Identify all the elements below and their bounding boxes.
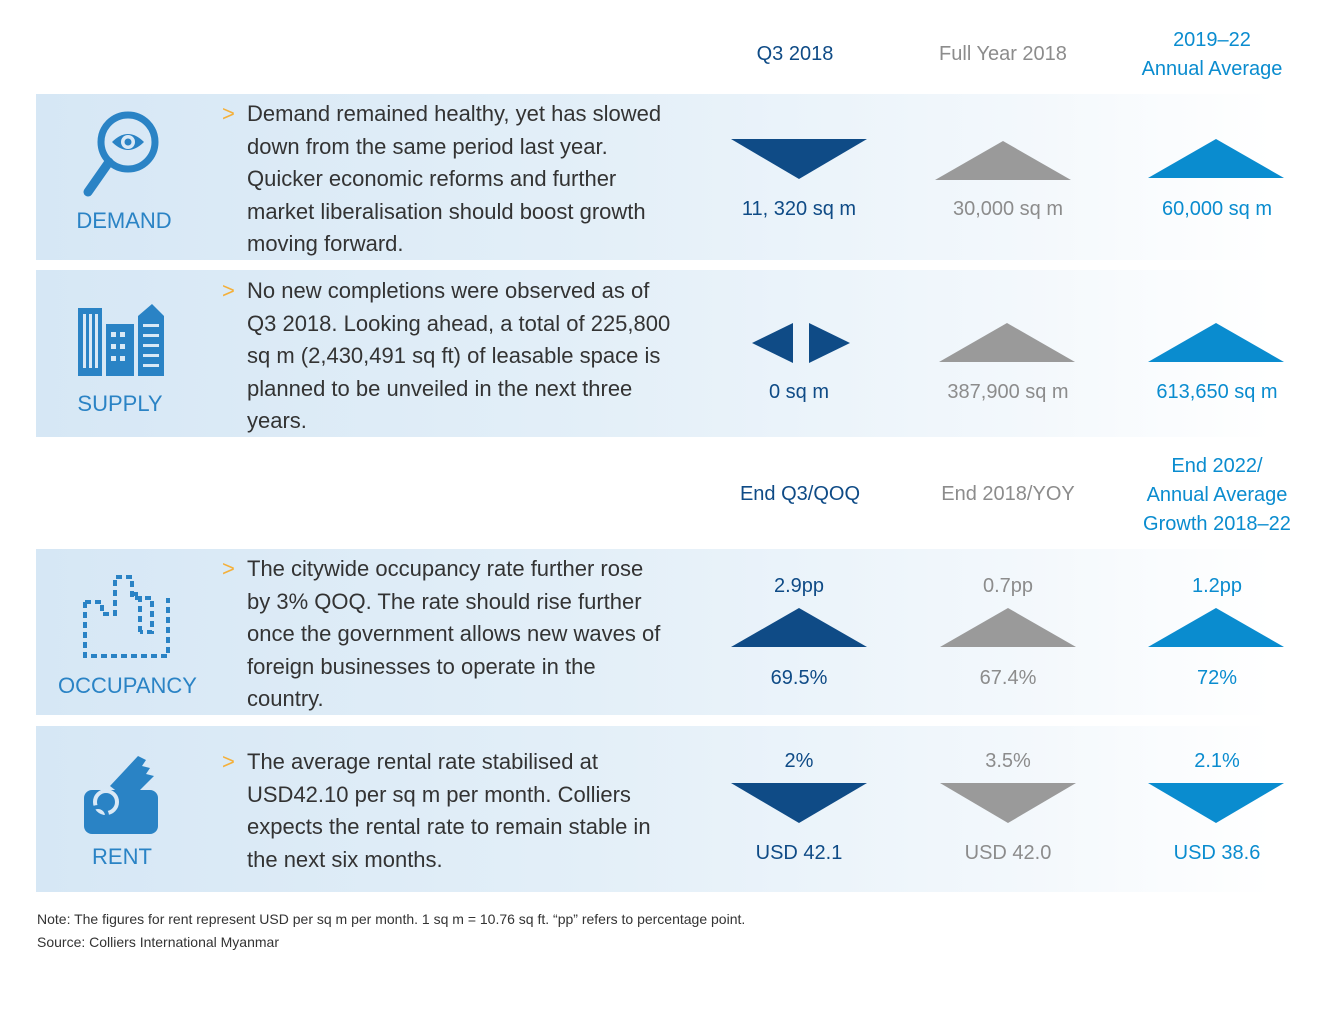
occupancy-avg-up-arrow — [1148, 608, 1284, 647]
demand-avg-up-arrow — [1148, 139, 1284, 178]
occupancy-outline-icon — [82, 572, 172, 665]
supply-q3-neutral-arrow — [752, 323, 850, 363]
rent-avg-value: USD 38.6 — [1173, 842, 1261, 864]
demand-description: > Demand remained healthy, yet has slowe… — [222, 98, 672, 261]
bullet-marker: > — [222, 749, 235, 774]
occupancy-fy-change: 0.7pp — [982, 575, 1034, 597]
bullet-marker: > — [222, 556, 235, 581]
key-icon — [80, 750, 162, 843]
supply-avg-up-arrow — [1148, 323, 1284, 362]
demand-row — [36, 94, 1272, 260]
demand-q3-down-arrow — [731, 139, 867, 179]
demand-fy-value: 30,000 sq m — [952, 198, 1064, 220]
supply-row — [36, 270, 1272, 437]
rent-q3-value: USD 42.1 — [755, 842, 843, 864]
footnote: Note: The figures for rent represent USD… — [37, 911, 746, 927]
magnifier-eye-icon — [80, 104, 164, 205]
header-end-2022-annual-growth: End 2022/ Annual Average Growth 2018–22 — [1143, 455, 1291, 535]
occupancy-q3-change: 2.9pp — [773, 575, 825, 597]
source-note: Source: Colliers International Myanmar — [37, 934, 279, 950]
rent-q3-change: 2% — [784, 750, 814, 772]
demand-avg-value: 60,000 sq m — [1161, 198, 1273, 220]
occupancy-avg-value: 72% — [1196, 667, 1238, 689]
rent-fy-value: USD 42.0 — [964, 842, 1052, 864]
bullet-marker: > — [222, 278, 235, 303]
occupancy-q3-up-arrow — [731, 608, 867, 647]
header-q3-2018: Q3 2018 — [756, 43, 834, 65]
supply-fy-up-arrow — [939, 323, 1075, 362]
rent-avg-change: 2.1% — [1194, 750, 1240, 772]
rent-q3-down-arrow — [731, 783, 867, 823]
occupancy-label: OCCUPANCY — [58, 673, 197, 698]
occupancy-avg-change: 1.2pp — [1191, 575, 1243, 597]
buildings-icon — [76, 302, 166, 381]
demand-q3-value: 11, 320 sq m — [741, 198, 857, 220]
rent-fy-change: 3.5% — [985, 750, 1031, 772]
rent-avg-down-arrow — [1148, 783, 1284, 823]
rent-description: > The average rental rate stabilised at … — [222, 746, 672, 876]
rent-fy-down-arrow — [940, 783, 1076, 823]
header-full-year-2018: Full Year 2018 — [939, 43, 1067, 65]
rent-label: RENT — [92, 844, 152, 869]
rent-row — [36, 726, 1272, 892]
occupancy-q3-value: 69.5% — [770, 667, 828, 689]
supply-fy-value: 387,900 sq m — [947, 381, 1069, 403]
supply-description: > No new completions were observed as of… — [222, 275, 672, 438]
header-end-2018-yoy: End 2018/YOY — [941, 483, 1075, 505]
occupancy-fy-up-arrow — [940, 608, 1076, 647]
supply-avg-value: 613,650 sq m — [1156, 381, 1278, 403]
bullet-marker: > — [222, 101, 235, 126]
occupancy-fy-value: 67.4% — [979, 667, 1037, 689]
demand-fy-up-arrow — [935, 141, 1071, 180]
occupancy-row — [36, 549, 1272, 715]
header-end-q3-qoq: End Q3/QOQ — [739, 483, 861, 505]
occupancy-description: > The citywide occupancy rate further ro… — [222, 553, 672, 716]
supply-q3-value: 0 sq m — [768, 381, 830, 403]
supply-label: SUPPLY — [77, 391, 163, 416]
header-2019-22-annual-average: 2019–22 Annual Average — [1141, 29, 1283, 80]
demand-label: DEMAND — [76, 208, 172, 233]
